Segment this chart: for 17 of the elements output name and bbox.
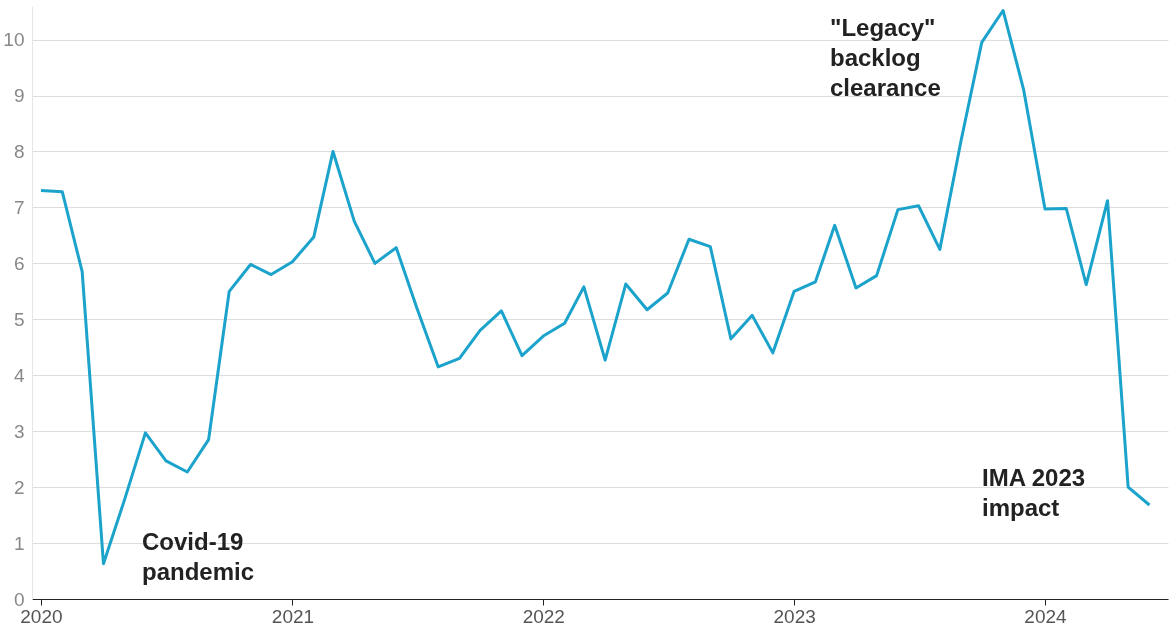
y-tick-label: 1 [13,532,25,554]
y-tick-label: 10 [3,29,25,51]
x-tick-label: 2021 [271,605,315,627]
annotation: Covid-19 pandemic [142,528,255,585]
x-tick-label: 2024 [1024,605,1068,627]
y-tick-label: 7 [13,196,25,218]
y-tick-label: 2 [13,476,25,498]
x-tick-label: 2023 [773,605,816,627]
y-tick-label: 8 [13,140,25,162]
x-tick-label: 2022 [522,605,565,627]
y-tick-label: 6 [13,252,25,274]
y-tick-label: 3 [13,420,25,442]
y-tick-label: 5 [13,308,25,330]
annotation: "Legacy" backlog clearance [830,14,941,101]
y-tick-label: 4 [13,364,25,386]
y-tick-label: 9 [13,85,25,107]
annotation: IMA 2023 impact [982,464,1086,521]
